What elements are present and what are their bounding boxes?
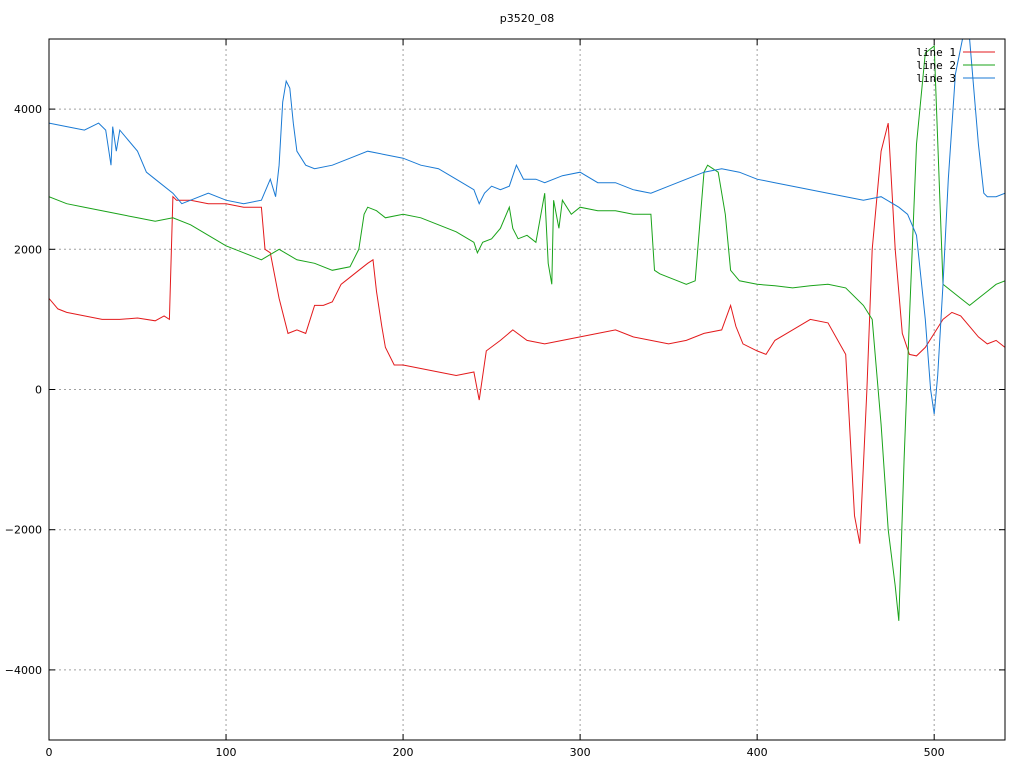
x-tick-label: 300 xyxy=(570,746,591,759)
legend-label-2: line 2 xyxy=(916,59,956,72)
x-tick-label: 100 xyxy=(216,746,237,759)
series-group xyxy=(49,39,1005,621)
y-tick-label: 2000 xyxy=(14,243,42,256)
legend-label-1: line 1 xyxy=(916,46,956,59)
x-tick-label: 400 xyxy=(747,746,768,759)
y-tick-label: −4000 xyxy=(5,664,42,677)
series-line-2 xyxy=(49,44,1005,621)
x-tick-label: 200 xyxy=(393,746,414,759)
x-tick-label: 0 xyxy=(46,746,53,759)
legend-label-3: line 3 xyxy=(916,72,956,85)
series-line-3 xyxy=(49,39,1005,415)
grid xyxy=(49,39,1005,740)
y-tick-label: 0 xyxy=(35,384,42,397)
series-line-1 xyxy=(49,122,1005,544)
axis-ticks: 0 100 200 300 400 500 −4000 −2000 0 2000 4000 xyxy=(5,39,1005,759)
chart-title: p3520_08 xyxy=(500,12,554,25)
plot-area-frame xyxy=(48,38,1006,741)
x-tick-label: 500 xyxy=(924,746,945,759)
y-tick-label: 4000 xyxy=(14,103,42,116)
y-tick-label: −2000 xyxy=(5,524,42,537)
